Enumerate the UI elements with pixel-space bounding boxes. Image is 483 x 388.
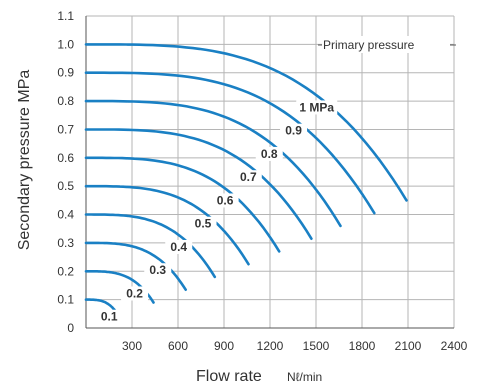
x-tick-label: 1500 <box>303 339 330 353</box>
curve-label-background <box>211 193 239 208</box>
curve-label-background <box>121 286 149 301</box>
y-tick-label: 1.1 <box>57 9 74 23</box>
annotation-label-background <box>322 36 450 53</box>
curve-label-background <box>189 216 217 231</box>
y-tick-label: 0.4 <box>57 208 74 222</box>
pressure-curve-0.1 <box>84 298 120 317</box>
curve-label-background <box>255 146 283 161</box>
curve-label: 0.4 <box>170 240 187 254</box>
y-tick-label: 1.0 <box>57 37 74 51</box>
x-tick-label: 600 <box>168 339 188 353</box>
y-tick-label: 0.9 <box>57 66 74 80</box>
y-axis-title: Secondary pressure MPa <box>16 70 33 251</box>
curve-label-background <box>165 239 193 254</box>
y-tick-label: 0.5 <box>57 179 74 193</box>
y-tick-label: 0.6 <box>57 151 74 165</box>
curve-label: 1 MPa <box>299 100 334 114</box>
primary-pressure-annotation: Primary pressure <box>323 38 415 52</box>
y-tick-label: 0.3 <box>57 236 74 250</box>
x-axis-unit: Nℓ/min <box>287 370 322 384</box>
curve-label: 0.7 <box>240 170 257 184</box>
x-tick-label: 2100 <box>395 339 422 353</box>
curve-label: 0.6 <box>217 193 234 207</box>
curve-label: 0.9 <box>285 124 302 138</box>
x-tick-label: 900 <box>214 339 234 353</box>
curve-label: 0.2 <box>126 286 143 300</box>
curve-label-background <box>280 123 308 138</box>
pressure-curve-0.8 <box>84 99 342 228</box>
curve-label-background <box>95 309 123 324</box>
x-axis-title: Flow rate <box>196 368 262 385</box>
y-tick-label: 0.7 <box>57 122 74 136</box>
pressure-curve-1-mpa <box>84 43 408 202</box>
chart-grid <box>85 15 455 329</box>
curve-label: 0.8 <box>261 147 278 161</box>
curve-label: 0.3 <box>149 263 166 277</box>
y-tick-label: 0.1 <box>57 293 74 307</box>
pressure-curve-0.9 <box>84 71 376 215</box>
curve-label-background <box>144 263 172 278</box>
x-tick-label: 300 <box>122 339 142 353</box>
y-tick-label: 0.2 <box>57 264 74 278</box>
curve-label-background <box>234 170 262 185</box>
pressure-curve-0.4 <box>84 213 217 279</box>
pressure-curve-0.7 <box>84 128 313 240</box>
x-tick-label: 1800 <box>349 339 376 353</box>
y-tick-label: 0 <box>67 321 74 335</box>
pressure-curve-0.6 <box>84 156 281 253</box>
y-tick-label: 0.8 <box>57 94 74 108</box>
curve-label: 0.1 <box>101 310 118 324</box>
curve-label-background <box>296 100 338 115</box>
x-tick-label: 1200 <box>257 339 284 353</box>
pressure-curve-0.5 <box>84 184 250 266</box>
curve-labels: 0.1 0.2 0.3 0.4 0.5 0.6 0.7 0.8 0.9 1 MPa <box>95 100 338 324</box>
x-tick-label: 2400 <box>441 339 468 353</box>
curve-label: 0.5 <box>195 217 212 231</box>
axis-ticks: 0 0.1 0.2 0.3 0.4 0.5 0.6 0.7 0.8 0.9 1.0 1.1 300 600… <box>57 9 467 353</box>
